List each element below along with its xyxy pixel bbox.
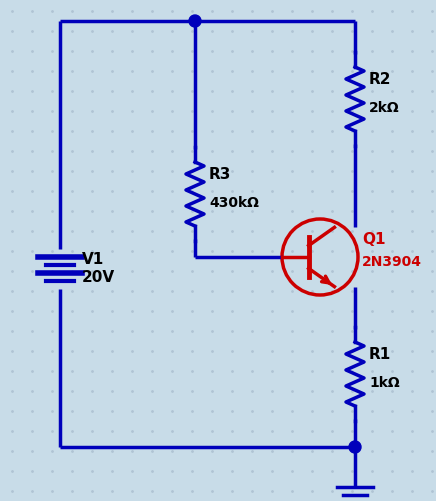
Text: 1kΩ: 1kΩ bbox=[369, 375, 400, 389]
Text: R3: R3 bbox=[209, 167, 232, 182]
Text: 2N3904: 2N3904 bbox=[362, 255, 422, 269]
Text: R1: R1 bbox=[369, 347, 391, 362]
Text: V1: V1 bbox=[82, 252, 104, 267]
Circle shape bbox=[349, 441, 361, 453]
Text: 430kΩ: 430kΩ bbox=[209, 195, 259, 209]
Circle shape bbox=[189, 16, 201, 28]
Text: Q1: Q1 bbox=[362, 232, 385, 247]
Text: 20V: 20V bbox=[82, 270, 115, 285]
Text: R2: R2 bbox=[369, 72, 392, 87]
Text: 2kΩ: 2kΩ bbox=[369, 101, 400, 115]
